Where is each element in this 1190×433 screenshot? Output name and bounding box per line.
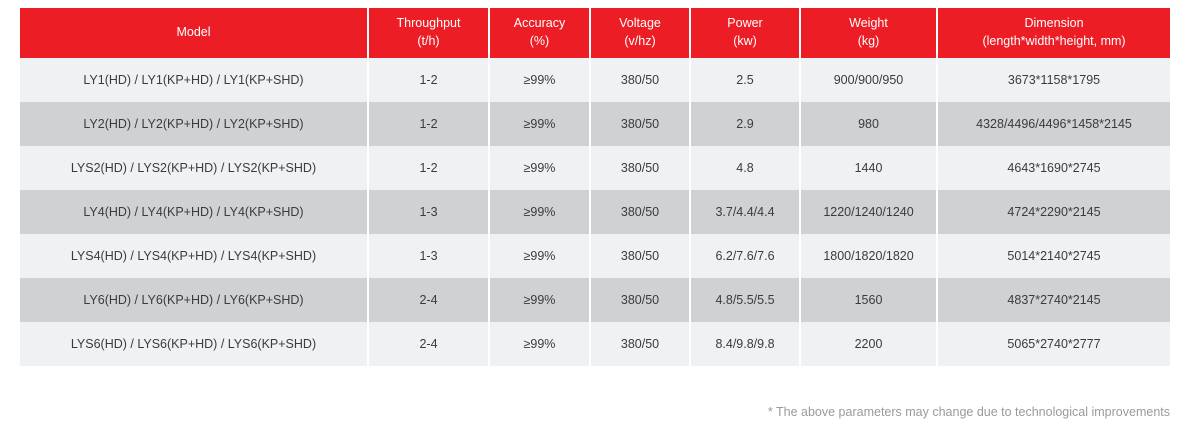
cell-voltage: 380/50 bbox=[590, 58, 691, 102]
column-header-voltage[interactable]: Voltage (v/hz) bbox=[590, 8, 691, 58]
column-header-dimension[interactable]: Dimension (length*width*height, mm) bbox=[937, 8, 1170, 58]
table-footnote: * The above parameters may change due to… bbox=[767, 405, 1170, 419]
table-row: LYS2(HD) / LYS2(KP+HD) / LYS2(KP+SHD) 1-2… bbox=[20, 146, 1170, 190]
cell-model: LYS2(HD) / LYS2(KP+HD) / LYS2(KP+SHD) bbox=[20, 146, 369, 190]
cell-throughput: 1-3 bbox=[368, 234, 490, 278]
table-row: LY2(HD) / LY2(KP+HD) / LY2(KP+SHD) 1-2 ≥99… bbox=[20, 102, 1170, 146]
cell-throughput: 2-4 bbox=[368, 278, 490, 322]
cell-weight: 1440 bbox=[800, 146, 938, 190]
column-header-weight[interactable]: Weight (kg) bbox=[800, 8, 938, 58]
cell-power: 4.8/5.5/5.5 bbox=[690, 278, 801, 322]
cell-accuracy: ≥99% bbox=[489, 102, 591, 146]
cell-weight: 1560 bbox=[800, 278, 938, 322]
cell-throughput: 1-2 bbox=[368, 58, 490, 102]
cell-dimension: 4643*1690*2745 bbox=[937, 146, 1170, 190]
cell-accuracy: ≥99% bbox=[489, 58, 591, 102]
column-header-unit: (length*width*height, mm) bbox=[982, 34, 1126, 48]
cell-model: LY2(HD) / LY2(KP+HD) / LY2(KP+SHD) bbox=[20, 102, 369, 146]
cell-voltage: 380/50 bbox=[590, 234, 691, 278]
column-header-model[interactable]: Model bbox=[20, 8, 369, 58]
cell-throughput: 1-2 bbox=[368, 146, 490, 190]
cell-model: LY6(HD) / LY6(KP+HD) / LY6(KP+SHD) bbox=[20, 278, 369, 322]
cell-dimension: 5014*2140*2745 bbox=[937, 234, 1170, 278]
table-row: LY4(HD) / LY4(KP+HD) / LY4(KP+SHD) 1-3 ≥99… bbox=[20, 190, 1170, 234]
cell-model: LY4(HD) / LY4(KP+HD) / LY4(KP+SHD) bbox=[20, 190, 369, 234]
cell-throughput: 1-2 bbox=[368, 102, 490, 146]
column-header-unit: (kw) bbox=[733, 34, 757, 48]
cell-dimension: 5065*2740*2777 bbox=[937, 322, 1170, 366]
cell-power: 4.8 bbox=[690, 146, 801, 190]
table-body: LY1(HD) / LY1(KP+HD) / LY1(KP+SHD) 1-2 ≥99… bbox=[20, 58, 1170, 366]
column-header-accuracy[interactable]: Accuracy (%) bbox=[489, 8, 591, 58]
column-header-unit: (kg) bbox=[857, 34, 880, 48]
cell-voltage: 380/50 bbox=[590, 102, 691, 146]
cell-voltage: 380/50 bbox=[590, 322, 691, 366]
cell-accuracy: ≥99% bbox=[489, 234, 591, 278]
specification-table: Model Throughput (t/h) Accuracy (%) Voltage (v… bbox=[20, 8, 1170, 366]
cell-model: LYS6(HD) / LYS6(KP+HD) / LYS6(KP+SHD) bbox=[20, 322, 369, 366]
cell-dimension: 4328/4496/4496*1458*2145 bbox=[937, 102, 1170, 146]
column-header-title: Model bbox=[176, 25, 211, 40]
column-header-unit: (v/hz) bbox=[624, 34, 656, 48]
column-header-title: Weight bbox=[849, 16, 888, 31]
cell-dimension: 4724*2290*2145 bbox=[937, 190, 1170, 234]
column-header-title: Power bbox=[727, 16, 763, 31]
cell-weight: 2200 bbox=[800, 322, 938, 366]
table-row: LY1(HD) / LY1(KP+HD) / LY1(KP+SHD) 1-2 ≥99… bbox=[20, 58, 1170, 102]
cell-power: 6.2/7.6/7.6 bbox=[690, 234, 801, 278]
cell-weight: 1220/1240/1240 bbox=[800, 190, 938, 234]
specification-table-container: Model Throughput (t/h) Accuracy (%) Voltage (v… bbox=[20, 8, 1170, 366]
cell-model: LYS4(HD) / LYS4(KP+HD) / LYS4(KP+SHD) bbox=[20, 234, 369, 278]
column-header-power[interactable]: Power (kw) bbox=[690, 8, 801, 58]
table-row: LYS6(HD) / LYS6(KP+HD) / LYS6(KP+SHD) 2-4… bbox=[20, 322, 1170, 366]
column-header-title: Throughput bbox=[396, 16, 461, 31]
cell-accuracy: ≥99% bbox=[489, 190, 591, 234]
column-header-unit: (t/h) bbox=[417, 34, 440, 48]
cell-weight: 1800/1820/1820 bbox=[800, 234, 938, 278]
cell-power: 2.5 bbox=[690, 58, 801, 102]
header-row: Model Throughput (t/h) Accuracy (%) Voltage (v… bbox=[20, 8, 1170, 58]
cell-accuracy: ≥99% bbox=[489, 146, 591, 190]
column-header-title: Dimension bbox=[1024, 16, 1084, 31]
cell-dimension: 3673*1158*1795 bbox=[937, 58, 1170, 102]
cell-throughput: 1-3 bbox=[368, 190, 490, 234]
cell-power: 2.9 bbox=[690, 102, 801, 146]
table-header: Model Throughput (t/h) Accuracy (%) Voltage (v… bbox=[20, 8, 1170, 58]
cell-accuracy: ≥99% bbox=[489, 322, 591, 366]
cell-power: 3.7/4.4/4.4 bbox=[690, 190, 801, 234]
cell-dimension: 4837*2740*2145 bbox=[937, 278, 1170, 322]
cell-throughput: 2-4 bbox=[368, 322, 490, 366]
cell-voltage: 380/50 bbox=[590, 146, 691, 190]
cell-weight: 980 bbox=[800, 102, 938, 146]
column-header-title: Voltage bbox=[619, 16, 661, 31]
column-header-unit: (%) bbox=[529, 34, 550, 48]
cell-weight: 900/900/950 bbox=[800, 58, 938, 102]
cell-power: 8.4/9.8/9.8 bbox=[690, 322, 801, 366]
cell-accuracy: ≥99% bbox=[489, 278, 591, 322]
cell-voltage: 380/50 bbox=[590, 278, 691, 322]
table-row: LY6(HD) / LY6(KP+HD) / LY6(KP+SHD) 2-4 ≥99… bbox=[20, 278, 1170, 322]
column-header-title: Accuracy bbox=[513, 16, 566, 31]
cell-model: LY1(HD) / LY1(KP+HD) / LY1(KP+SHD) bbox=[20, 58, 369, 102]
cell-voltage: 380/50 bbox=[590, 190, 691, 234]
column-header-throughput[interactable]: Throughput (t/h) bbox=[368, 8, 490, 58]
table-row: LYS4(HD) / LYS4(KP+HD) / LYS4(KP+SHD) 1-3… bbox=[20, 234, 1170, 278]
